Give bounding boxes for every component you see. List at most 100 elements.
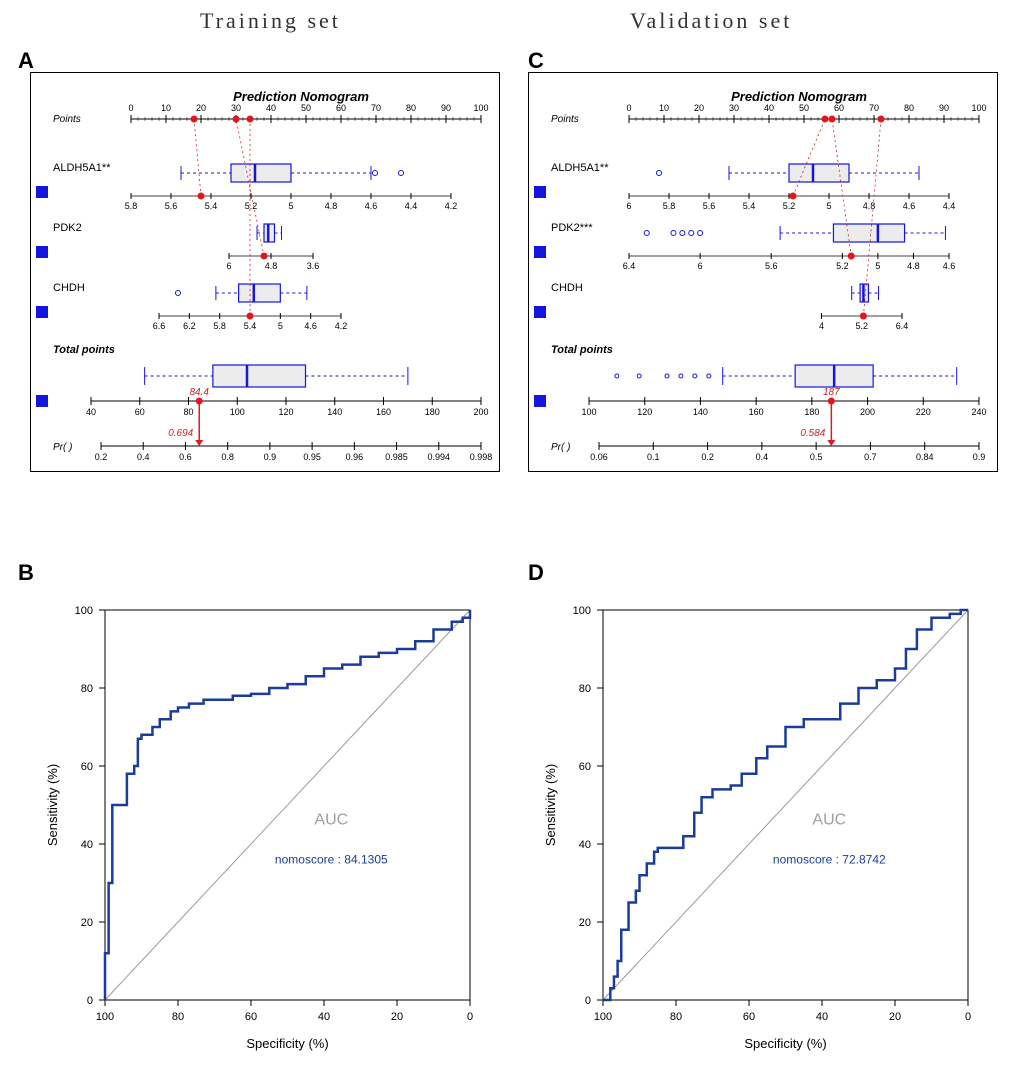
svg-text:120: 120 — [637, 407, 652, 417]
svg-text:6.6: 6.6 — [153, 321, 166, 331]
svg-text:0.8: 0.8 — [221, 452, 234, 462]
svg-text:nomoscore : 72.8742: nomoscore : 72.8742 — [773, 853, 886, 867]
svg-text:ALDH5A1**: ALDH5A1** — [551, 162, 609, 174]
svg-text:160: 160 — [749, 407, 764, 417]
svg-text:5.4: 5.4 — [244, 321, 257, 331]
svg-text:80: 80 — [81, 683, 93, 695]
svg-text:20: 20 — [694, 103, 704, 113]
svg-text:60: 60 — [834, 103, 844, 113]
svg-text:70: 70 — [869, 103, 879, 113]
svg-text:40: 40 — [816, 1011, 828, 1023]
svg-text:5.8: 5.8 — [125, 201, 138, 211]
panel-label-c: C — [528, 48, 544, 74]
svg-text:100: 100 — [594, 1011, 612, 1023]
svg-text:0: 0 — [626, 103, 631, 113]
svg-text:5: 5 — [875, 261, 880, 271]
training-title: Training set — [200, 8, 341, 34]
svg-text:90: 90 — [939, 103, 949, 113]
svg-text:0.9: 0.9 — [264, 452, 277, 462]
svg-text:100: 100 — [581, 407, 596, 417]
svg-text:20: 20 — [81, 917, 93, 929]
svg-text:nomoscore : 84.1305: nomoscore : 84.1305 — [275, 853, 388, 867]
svg-text:187: 187 — [823, 387, 840, 398]
svg-text:5.4: 5.4 — [743, 201, 756, 211]
svg-text:50: 50 — [301, 103, 311, 113]
svg-text:4.6: 4.6 — [304, 321, 317, 331]
svg-text:5.6: 5.6 — [703, 201, 716, 211]
svg-text:0.84: 0.84 — [916, 452, 934, 462]
svg-text:60: 60 — [245, 1011, 257, 1023]
svg-text:Sensitivity (%): Sensitivity (%) — [543, 764, 558, 846]
svg-text:4.2: 4.2 — [445, 201, 458, 211]
svg-text:6.4: 6.4 — [623, 261, 636, 271]
svg-text:AUC: AUC — [812, 812, 846, 829]
svg-text:Pr( ): Pr( ) — [551, 442, 570, 453]
svg-text:0.985: 0.985 — [385, 452, 408, 462]
svg-text:Points: Points — [551, 114, 579, 125]
svg-text:0.06: 0.06 — [590, 452, 608, 462]
svg-text:Total points: Total points — [53, 344, 115, 356]
svg-text:80: 80 — [670, 1011, 682, 1023]
svg-text:0.5: 0.5 — [810, 452, 823, 462]
svg-text:5.2: 5.2 — [855, 321, 868, 331]
roc-b: 100806040200020406080100Specificity (%)S… — [30, 580, 500, 1070]
svg-text:0.4: 0.4 — [137, 452, 150, 462]
svg-text:60: 60 — [743, 1011, 755, 1023]
svg-text:180: 180 — [425, 407, 440, 417]
svg-text:100: 100 — [96, 1011, 114, 1023]
svg-text:40: 40 — [266, 103, 276, 113]
svg-text:6: 6 — [226, 261, 231, 271]
svg-text:3.6: 3.6 — [307, 261, 320, 271]
nomogram-c: Prediction NomogramPoints010203040506070… — [528, 72, 998, 472]
svg-text:100: 100 — [473, 103, 488, 113]
svg-text:Sensitivity (%): Sensitivity (%) — [45, 764, 60, 846]
svg-text:70: 70 — [371, 103, 381, 113]
svg-text:0.994: 0.994 — [428, 452, 451, 462]
svg-text:AUC: AUC — [314, 812, 348, 829]
svg-text:5.2: 5.2 — [245, 201, 258, 211]
svg-text:4.2: 4.2 — [335, 321, 348, 331]
svg-text:0.694: 0.694 — [168, 428, 193, 439]
svg-text:100: 100 — [573, 605, 591, 617]
svg-text:5.2: 5.2 — [783, 201, 796, 211]
svg-text:Prediction Nomogram: Prediction Nomogram — [233, 89, 369, 104]
svg-text:0.4: 0.4 — [756, 452, 769, 462]
svg-text:0.2: 0.2 — [95, 452, 108, 462]
svg-text:4.8: 4.8 — [265, 261, 278, 271]
svg-text:80: 80 — [579, 683, 591, 695]
svg-text:Pr( ): Pr( ) — [53, 442, 72, 453]
svg-text:4.4: 4.4 — [943, 201, 956, 211]
svg-text:5: 5 — [826, 201, 831, 211]
svg-text:5: 5 — [278, 321, 283, 331]
svg-text:40: 40 — [579, 839, 591, 851]
svg-text:PDK2***: PDK2*** — [551, 222, 593, 234]
svg-text:60: 60 — [135, 407, 145, 417]
svg-text:30: 30 — [729, 103, 739, 113]
svg-text:0.7: 0.7 — [864, 452, 877, 462]
svg-text:0: 0 — [965, 1011, 971, 1023]
svg-text:160: 160 — [376, 407, 391, 417]
svg-text:60: 60 — [579, 761, 591, 773]
svg-text:5.2: 5.2 — [836, 261, 849, 271]
svg-text:20: 20 — [579, 917, 591, 929]
svg-text:240: 240 — [971, 407, 986, 417]
svg-text:20: 20 — [889, 1011, 901, 1023]
svg-text:10: 10 — [161, 103, 171, 113]
svg-text:140: 140 — [327, 407, 342, 417]
svg-text:120: 120 — [278, 407, 293, 417]
svg-text:80: 80 — [172, 1011, 184, 1023]
svg-text:0.96: 0.96 — [346, 452, 364, 462]
svg-text:60: 60 — [336, 103, 346, 113]
svg-text:0.1: 0.1 — [647, 452, 660, 462]
svg-text:Total points: Total points — [551, 344, 613, 356]
svg-text:40: 40 — [81, 839, 93, 851]
svg-text:5.6: 5.6 — [165, 201, 178, 211]
svg-text:80: 80 — [406, 103, 416, 113]
svg-text:4: 4 — [819, 321, 824, 331]
svg-text:4.6: 4.6 — [943, 261, 956, 271]
svg-text:200: 200 — [860, 407, 875, 417]
svg-text:4.8: 4.8 — [907, 261, 920, 271]
svg-text:6: 6 — [626, 201, 631, 211]
svg-text:180: 180 — [804, 407, 819, 417]
roc-d: 100806040200020406080100Specificity (%)S… — [528, 580, 998, 1070]
